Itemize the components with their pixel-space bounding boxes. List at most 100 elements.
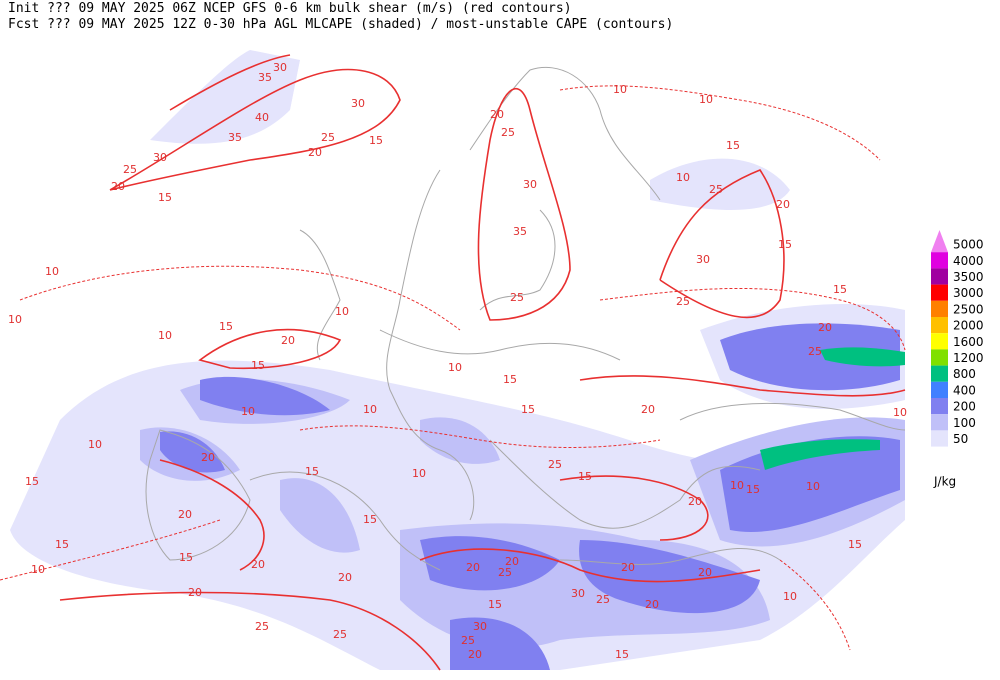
contour-label: 25 bbox=[510, 291, 524, 304]
contour-label: 15 bbox=[179, 551, 193, 564]
contour-label: 10 bbox=[613, 83, 627, 96]
legend-label: 2000 bbox=[953, 319, 984, 333]
legend-unit: J/kg bbox=[933, 475, 956, 489]
contour-label: 25 bbox=[333, 628, 347, 641]
contour-label: 20 bbox=[468, 648, 482, 661]
contour-label: 25 bbox=[501, 126, 515, 139]
legend-label: 3000 bbox=[953, 286, 984, 300]
contour-label: 25 bbox=[255, 620, 269, 633]
contour-label: 20 bbox=[621, 561, 635, 574]
legend-label: 800 bbox=[953, 367, 976, 381]
header-line: Fcst ??? 09 MAY 2025 12Z 0-30 hPa AGL ML… bbox=[8, 17, 673, 32]
contour-label: 30 bbox=[473, 620, 487, 633]
contour-label: 15 bbox=[369, 134, 383, 147]
contour-label: 20 bbox=[338, 571, 352, 584]
legend-label: 4000 bbox=[953, 254, 984, 268]
contour-label: 35 bbox=[258, 71, 272, 84]
contour-label: 15 bbox=[219, 320, 233, 333]
contour-label: 10 bbox=[335, 305, 349, 318]
contour-label: 35 bbox=[228, 131, 242, 144]
contour-label: 20 bbox=[178, 508, 192, 521]
legend-label: 100 bbox=[953, 416, 976, 430]
contour-label: 10 bbox=[783, 590, 797, 603]
legend-swatch bbox=[931, 230, 948, 253]
contour-label: 25 bbox=[461, 634, 475, 647]
contour-label: 20 bbox=[308, 146, 322, 159]
legend-swatch bbox=[931, 365, 948, 382]
legend-swatch bbox=[931, 284, 948, 301]
contour-label: 10 bbox=[806, 480, 820, 493]
contour-label: 25 bbox=[498, 566, 512, 579]
contour-label: 10 bbox=[241, 405, 255, 418]
contour-label: 15 bbox=[833, 283, 847, 296]
legend-swatch bbox=[931, 252, 948, 269]
legend-label: 1200 bbox=[953, 351, 984, 365]
contour-label: 10 bbox=[88, 438, 102, 451]
contour-label: 10 bbox=[730, 479, 744, 492]
contour-label: 30 bbox=[351, 97, 365, 110]
contour-label: 25 bbox=[321, 131, 335, 144]
contour-label: 20 bbox=[698, 566, 712, 579]
contour-label: 25 bbox=[808, 345, 822, 358]
contour-label: 20 bbox=[201, 451, 215, 464]
legend-swatch bbox=[931, 268, 948, 285]
shear-contours bbox=[0, 54, 906, 671]
contour-label: 25 bbox=[676, 295, 690, 308]
contour-label: 30 bbox=[273, 61, 287, 74]
contour-label: 10 bbox=[45, 265, 59, 278]
contour-label: 35 bbox=[513, 225, 527, 238]
legend-swatch bbox=[931, 300, 948, 317]
contour-label: 20 bbox=[490, 108, 504, 121]
contour-label: 10 bbox=[676, 171, 690, 184]
contour-label: 25 bbox=[596, 593, 610, 606]
legend-label: 400 bbox=[953, 383, 976, 397]
contour-label: 10 bbox=[412, 467, 426, 480]
legend-label: 200 bbox=[953, 400, 976, 414]
contour-label: 10 bbox=[448, 361, 462, 374]
contour-label: 20 bbox=[466, 561, 480, 574]
contour-label: 15 bbox=[158, 191, 172, 204]
contour-label: 10 bbox=[699, 93, 713, 106]
contour-label: 25 bbox=[548, 458, 562, 471]
contour-label: 30 bbox=[523, 178, 537, 191]
contour-label: 40 bbox=[255, 111, 269, 124]
contour-label: 30 bbox=[153, 151, 167, 164]
contour-label: 25 bbox=[709, 183, 723, 196]
contour-label: 10 bbox=[893, 406, 907, 419]
legend: 5000 4000 3500 3000 2500 2000 1600 1200 800 400 20… bbox=[931, 230, 984, 489]
contour-label: 20 bbox=[251, 558, 265, 571]
contour-label: 15 bbox=[521, 403, 535, 416]
contour-label: 20 bbox=[188, 586, 202, 599]
contour-label: 25 bbox=[123, 163, 137, 176]
contour-label: 20 bbox=[281, 334, 295, 347]
legend-label: 5000 bbox=[953, 238, 984, 252]
contour-label: 15 bbox=[251, 359, 265, 372]
contour-label: 15 bbox=[503, 373, 517, 386]
legend-label: 50 bbox=[953, 432, 968, 446]
contour-label: 15 bbox=[55, 538, 69, 551]
contour-label: 15 bbox=[578, 470, 592, 483]
legend-label: 2500 bbox=[953, 302, 984, 316]
contour-label: 15 bbox=[488, 598, 502, 611]
contour-label: 15 bbox=[746, 483, 760, 496]
contour-label: 15 bbox=[726, 139, 740, 152]
contour-label: 10 bbox=[363, 403, 377, 416]
legend-swatch bbox=[931, 381, 948, 398]
contour-label: 10 bbox=[8, 313, 22, 326]
contour-label: 10 bbox=[158, 329, 172, 342]
contour-label: 20 bbox=[505, 555, 519, 568]
legend-swatch bbox=[931, 398, 948, 415]
legend-swatch bbox=[931, 430, 948, 447]
legend-swatch bbox=[931, 333, 948, 350]
contour-label: 15 bbox=[848, 538, 862, 551]
contour-label: 15 bbox=[25, 475, 39, 488]
legend-swatch bbox=[931, 414, 948, 431]
contour-label: 15 bbox=[363, 513, 377, 526]
contour-label: 20 bbox=[645, 598, 659, 611]
cape-shading bbox=[10, 50, 905, 670]
contour-label: 15 bbox=[305, 465, 319, 478]
contour-label: 20 bbox=[111, 180, 125, 193]
contour-label: 20 bbox=[776, 198, 790, 211]
